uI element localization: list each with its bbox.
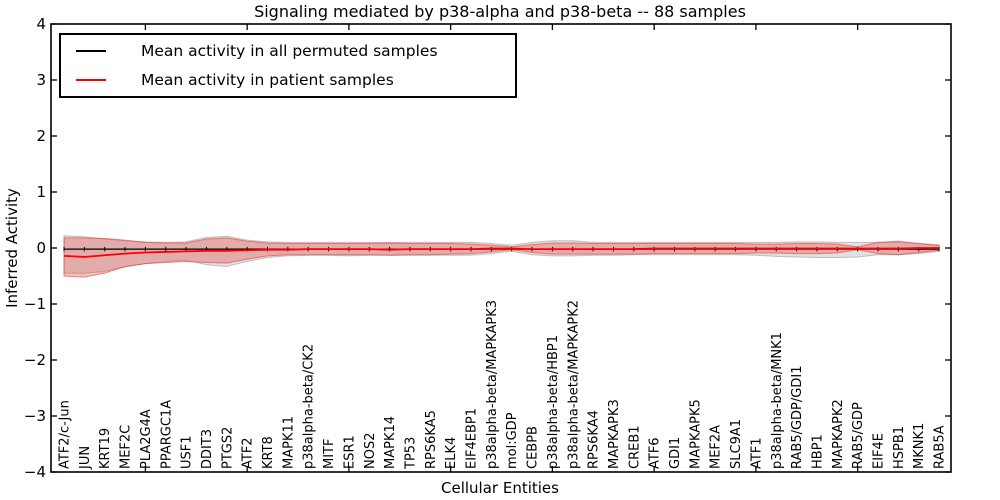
x-tick-label: EIF4EBP1 bbox=[465, 408, 480, 469]
y-tick-label: 4 bbox=[36, 15, 46, 33]
y-tick-label: −3 bbox=[24, 407, 46, 425]
patient-mean-line bbox=[63, 247, 940, 258]
x-tick-label: p38alpha-beta/MAPKAPK3 bbox=[485, 300, 500, 469]
y-axis-label: Inferred Activity bbox=[3, 188, 21, 308]
x-tick-label: ATF2/c-Jun bbox=[58, 400, 73, 469]
x-tick-label: SLC9A1 bbox=[729, 419, 744, 469]
x-tick-label: JUN bbox=[78, 446, 93, 470]
x-tick-label: RAB5/GDP bbox=[851, 402, 866, 469]
x-tick-label: HBP1 bbox=[810, 434, 825, 469]
legend-line-patient-icon bbox=[76, 79, 106, 81]
legend-item-patient: Mean activity in patient samples bbox=[61, 66, 515, 95]
x-tick-label: PPARGC1A bbox=[159, 400, 174, 469]
x-tick-label: EIF4E bbox=[872, 433, 887, 469]
x-tick-label: RAB5A bbox=[933, 425, 948, 469]
x-tick-label: RAB5/GDP/GDI1 bbox=[790, 366, 805, 469]
y-tick-label: −2 bbox=[24, 351, 46, 369]
x-tick-label: MITF bbox=[322, 439, 337, 469]
x-tick-label: CEBPB bbox=[526, 426, 541, 469]
x-tick-label: MAPK14 bbox=[383, 416, 398, 469]
x-tick-label: MAPKAPK3 bbox=[607, 399, 622, 469]
y-tick-label: 0 bbox=[36, 239, 46, 257]
x-tick-label: NOS2 bbox=[363, 433, 378, 469]
x-tick-label: MAPKAPK5 bbox=[688, 399, 703, 469]
x-tick-label: MEF2A bbox=[709, 425, 724, 469]
x-axis-label: Cellular Entities bbox=[441, 479, 559, 497]
x-tick-label: HSPB1 bbox=[892, 426, 907, 469]
x-tick-label: CREB1 bbox=[627, 425, 642, 469]
y-tick-label: −4 bbox=[24, 463, 46, 481]
legend-label-patient: Mean activity in patient samples bbox=[141, 71, 394, 89]
legend: Mean activity in all permuted samples Me… bbox=[59, 33, 517, 98]
x-tick-label: p38alpha-beta/HBP1 bbox=[546, 335, 561, 469]
x-tick-label: ESR1 bbox=[342, 435, 357, 469]
x-tick-label: p38alpha-beta/MNK1 bbox=[770, 332, 785, 469]
y-tick-label: 1 bbox=[36, 183, 46, 201]
x-tick-label: DDIT3 bbox=[200, 429, 215, 469]
x-tick-label: MKNK1 bbox=[912, 423, 927, 469]
x-tick-label: MEF2C bbox=[119, 425, 134, 469]
x-tick-label: TP53 bbox=[403, 437, 418, 470]
x-tick-label: p38alpha-beta/MAPKAPK2 bbox=[566, 300, 581, 469]
y-tick-label: −1 bbox=[24, 295, 46, 313]
legend-label-permuted: Mean activity in all permuted samples bbox=[141, 42, 438, 60]
x-tick-label: ATF2 bbox=[241, 437, 256, 469]
permuted-samples-range-band bbox=[63, 235, 940, 274]
x-tick-label: USF1 bbox=[180, 435, 195, 469]
x-tick-label: mol:GDP bbox=[505, 412, 520, 469]
x-tick-label: PTGS2 bbox=[220, 427, 235, 469]
y-tick-label: 2 bbox=[36, 127, 46, 145]
x-tick-label: RPS6KA5 bbox=[424, 410, 439, 469]
x-tick-label: KRT19 bbox=[98, 428, 113, 469]
x-tick-label: PLA2G4A bbox=[139, 409, 154, 469]
legend-item-permuted: Mean activity in all permuted samples bbox=[61, 37, 515, 66]
x-tick-label: KRT8 bbox=[261, 436, 276, 469]
x-tick-label: ATF6 bbox=[648, 437, 663, 469]
x-tick-label: p38alpha-beta/CK2 bbox=[302, 344, 317, 469]
chart-title: Signaling mediated by p38-alpha and p38-… bbox=[254, 2, 746, 21]
x-tick-label: MAPKAPK2 bbox=[831, 399, 846, 469]
y-tick-label: 3 bbox=[36, 71, 46, 89]
x-tick-label: ATF1 bbox=[749, 437, 764, 469]
x-tick-label: GDI1 bbox=[668, 437, 683, 469]
x-tick-label: ELK4 bbox=[444, 437, 459, 469]
legend-line-permuted-icon bbox=[76, 50, 106, 52]
x-tick-label: MAPK11 bbox=[281, 416, 296, 469]
x-tick-label: RPS6KA4 bbox=[587, 410, 602, 469]
